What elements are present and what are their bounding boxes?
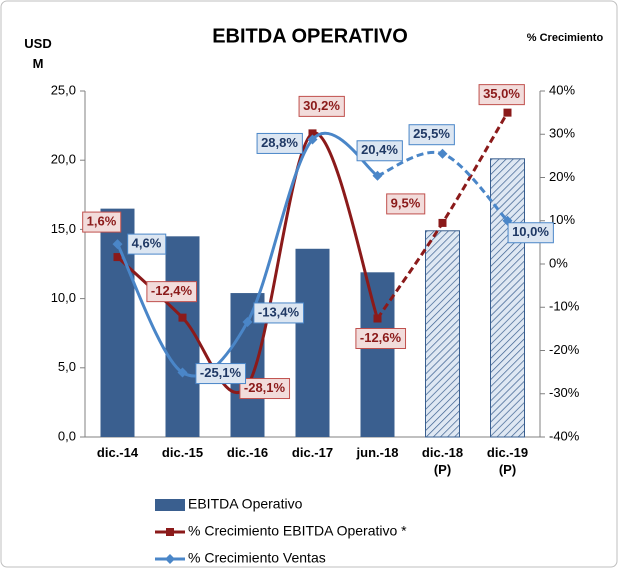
x-tick-label: dic.-19 (P): [487, 445, 528, 477]
data-label-box: [239, 378, 291, 400]
x-tick-label: dic.-14: [97, 445, 139, 460]
marker: [503, 108, 512, 117]
data-label: -12,6%: [360, 330, 402, 345]
data-label: 35,0%: [483, 86, 520, 101]
legend-marker: [165, 554, 175, 564]
data-label-box: [356, 140, 403, 162]
legend-label: % Crecimiento EBITDA Operativo *: [188, 523, 407, 539]
x-tick-label: dic.-17: [292, 445, 333, 460]
chart-title: EBITDA OPERATIVO: [212, 25, 408, 47]
marker: [438, 218, 447, 227]
data-label-box: [82, 211, 122, 233]
legend-label: EBITDA Operativo: [188, 496, 303, 512]
data-label-box: [195, 363, 247, 385]
data-label: -12,4%: [151, 283, 193, 298]
y2-tick-label: 40%: [549, 82, 575, 97]
marker: [308, 129, 317, 138]
marker: [177, 367, 188, 378]
marker: [437, 148, 448, 159]
data-label: 20,4%: [361, 142, 398, 157]
data-label-box: [256, 132, 303, 154]
y2-tick-label: -40%: [549, 428, 580, 443]
marker: [242, 316, 253, 327]
x-tick-label: dic.-16: [227, 445, 268, 460]
y2-tick-label: 30%: [549, 126, 575, 141]
data-label-box: [408, 124, 455, 146]
data-label-box: [507, 222, 554, 244]
data-label-box: [355, 327, 407, 349]
y-axis-label: USD M: [24, 36, 51, 71]
x-tick-label: jun.-18: [356, 445, 399, 460]
y2-tick-label: -20%: [549, 342, 580, 357]
data-label-box: [478, 84, 525, 106]
y2-tick-label: -10%: [549, 299, 580, 314]
marker: [373, 314, 382, 323]
legend-label: % Crecimiento Ventas: [188, 550, 326, 566]
y-tick-label: 5,0: [58, 359, 76, 374]
bar: [165, 236, 200, 437]
marker: [307, 134, 318, 145]
data-label: 30,2%: [303, 98, 340, 113]
marker: [178, 313, 187, 322]
bar: [295, 248, 330, 437]
y2-tick-label: 10%: [549, 212, 575, 227]
data-label: -25,1%: [200, 365, 242, 380]
data-label: 9,5%: [391, 195, 421, 210]
data-label: -28,1%: [244, 380, 286, 395]
x-tick-label: dic.-15: [162, 445, 203, 460]
bar: [490, 158, 525, 438]
y-tick-label: 10,0: [51, 290, 76, 305]
legend-marker: [166, 528, 174, 536]
y2-tick-label: 0%: [549, 255, 568, 270]
data-label: 10,0%: [512, 224, 549, 239]
marker: [112, 239, 123, 250]
data-label-box: [253, 302, 305, 324]
x-tick-label: dic.-18 (P): [422, 445, 463, 477]
bar: [425, 230, 460, 438]
y-tick-label: 0,0: [58, 428, 76, 443]
y2-tick-label: -30%: [549, 385, 580, 400]
y-tick-label: 25,0: [51, 82, 76, 97]
data-label: 28,8%: [261, 135, 298, 150]
marker: [372, 170, 383, 181]
y2-tick-label: 20%: [549, 169, 575, 184]
y2-axis-label: % Crecimiento: [527, 32, 604, 44]
legend-swatch: [155, 499, 185, 511]
y-tick-label: 15,0: [51, 221, 76, 236]
bar: [360, 272, 395, 437]
data-label: -13,4%: [258, 304, 300, 319]
data-label: 25,5%: [413, 126, 450, 141]
marker: [113, 253, 122, 262]
data-label-box: [298, 95, 345, 117]
data-label-box: [386, 193, 426, 215]
data-label: 1,6%: [87, 214, 117, 229]
data-label-box: [127, 233, 167, 255]
y-tick-label: 20,0: [51, 152, 76, 167]
data-label-box: [146, 281, 198, 303]
data-label: 4,6%: [132, 236, 162, 251]
